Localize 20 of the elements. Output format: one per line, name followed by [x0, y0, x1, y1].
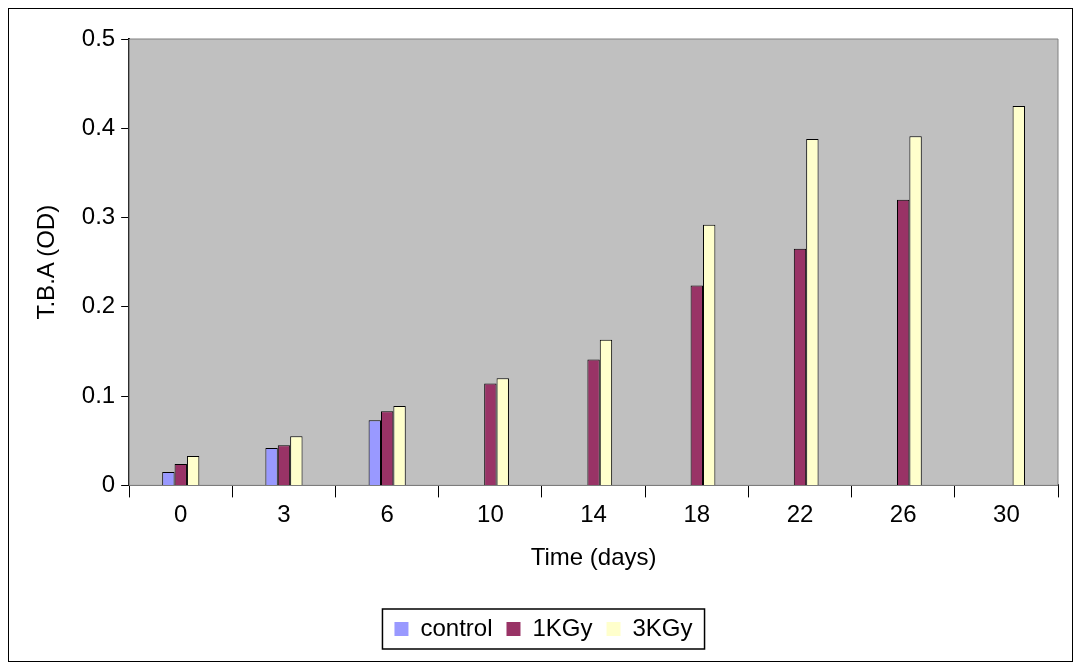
x-tick-label: 6: [380, 500, 394, 528]
x-tick-label: 3: [277, 500, 291, 528]
x-tick-label: 10: [477, 500, 504, 528]
y-tick-label: 0.5: [81, 23, 116, 51]
x-axis-title: Time (days): [530, 543, 657, 571]
y-axis-title: T.B.A (OD): [32, 204, 60, 320]
legend-label: control: [420, 613, 493, 641]
x-tick-label: 0: [174, 500, 188, 528]
x-tick-label: 26: [889, 500, 917, 528]
y-tick-label: 0.2: [81, 291, 116, 319]
y-tick-label: 0: [101, 470, 116, 498]
x-tick-label: 14: [580, 500, 607, 528]
x-tick-label: 30: [993, 500, 1020, 528]
y-tick-label: 0.3: [81, 202, 116, 230]
y-tick-label: 0.4: [81, 112, 116, 140]
x-tick-label: 22: [786, 500, 814, 528]
legend-label: 1KGy: [532, 613, 593, 641]
y-tick-label: 0.1: [81, 380, 116, 408]
legend-label: 3KGy: [632, 613, 693, 641]
x-tick-label: 18: [683, 500, 711, 528]
